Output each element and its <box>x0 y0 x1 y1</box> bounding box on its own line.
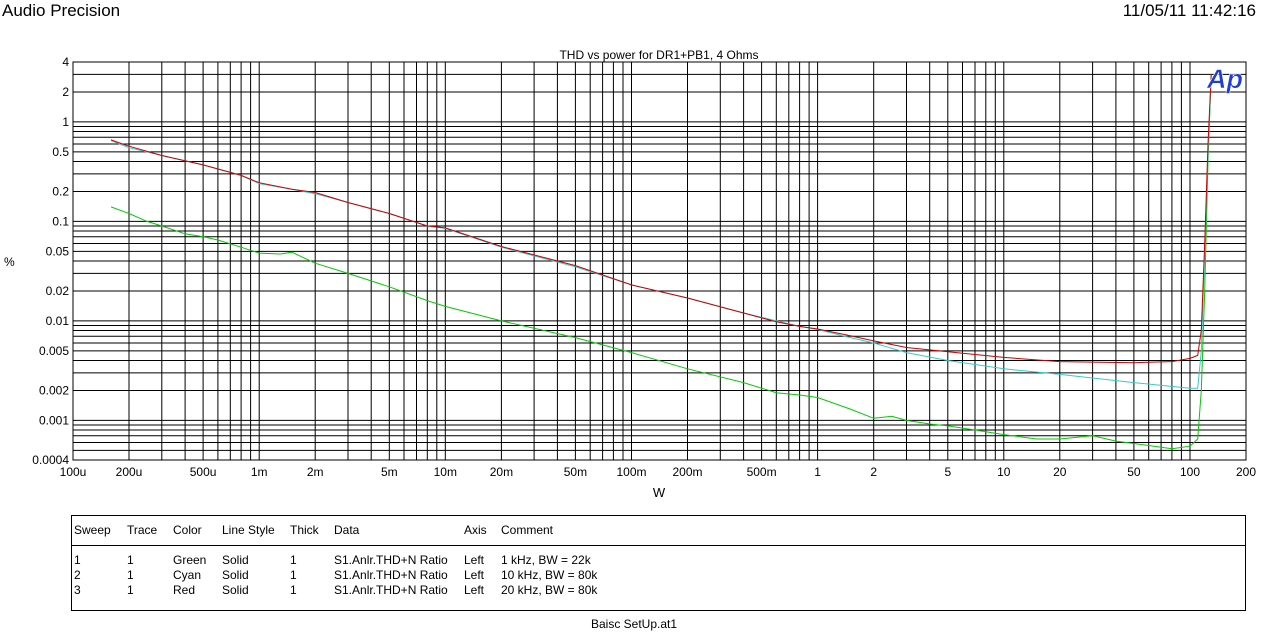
row-trace: 1 <box>127 583 134 597</box>
x-axis-label: W <box>653 485 666 500</box>
legend-row: 2 1 Cyan Solid 1 S1.Anlr.THD+N Ratio Lef… <box>72 568 1245 583</box>
series-line-3 <box>110 74 1212 364</box>
col-comment: Comment <box>501 523 554 537</box>
row-data: S1.Anlr.THD+N Ratio <box>334 583 448 597</box>
x-tick-label: 500u <box>190 465 217 479</box>
legend-row: 3 1 Red Solid 1 S1.Anlr.THD+N Ratio Left… <box>72 583 1245 598</box>
row-thick: 1 <box>290 583 297 597</box>
x-tick-label: 2m <box>307 465 324 479</box>
col-line-style: Line Style <box>222 523 275 537</box>
legend-divider <box>72 545 1245 546</box>
y-axis-ticks: 4 2 1 0.5 0.2 0.1 0.05 0.02 0.01 0.005 0.002 0.001 0… <box>32 55 69 467</box>
col-axis: Axis <box>464 523 487 537</box>
series <box>110 74 1212 450</box>
row-color: Cyan <box>173 568 202 582</box>
row-line-style: Solid <box>222 553 249 567</box>
col-thick: Thick <box>290 523 319 537</box>
x-tick-label: 1 <box>814 465 821 479</box>
x-tick-label: 200 <box>1236 465 1256 479</box>
row-thick: 1 <box>290 553 297 567</box>
row-comment: 10 kHz, BW = 80k <box>501 568 598 582</box>
x-tick-label: 2 <box>870 465 877 479</box>
row-line-style: Solid <box>222 583 249 597</box>
app-name: Audio Precision <box>2 1 121 20</box>
x-tick-label: 100u <box>60 465 87 479</box>
y-tick-label: 0.001 <box>39 413 69 427</box>
row-data: S1.Anlr.THD+N Ratio <box>334 553 448 567</box>
x-axis-ticks: 100u 200u 500u 1m 2m 5m 10m 20m 50m 100m 200m 500m 1… <box>60 465 1257 479</box>
x-tick-label: 5 <box>944 465 951 479</box>
legend-header-row: Sweep Trace Color Line Style Thick Data … <box>72 523 1245 538</box>
row-axis: Left <box>464 568 485 582</box>
legend-table: Sweep Trace Color Line Style Thick Data … <box>71 515 1246 611</box>
y-tick-label: 0.02 <box>46 284 70 298</box>
y-tick-label: 1 <box>62 115 69 129</box>
col-sweep: Sweep <box>74 523 111 537</box>
col-trace: Trace <box>127 523 158 537</box>
series-line-1 <box>110 74 1212 450</box>
x-tick-label: 50 <box>1127 465 1141 479</box>
y-tick-label: 0.2 <box>52 185 69 199</box>
x-tick-label: 1m <box>251 465 268 479</box>
y-tick-label: 0.01 <box>46 314 70 328</box>
row-comment: 1 kHz, BW = 22k <box>501 553 591 567</box>
row-axis: Left <box>464 553 485 567</box>
x-tick-label: 100m <box>616 465 646 479</box>
row-axis: Left <box>464 583 485 597</box>
y-tick-label: 0.002 <box>39 384 69 398</box>
x-tick-label: 100 <box>1180 465 1200 479</box>
row-comment: 20 kHz, BW = 80k <box>501 583 598 597</box>
x-tick-label: 20m <box>490 465 513 479</box>
chart-title: THD vs power for DR1+PB1, 4 Ohms <box>559 48 758 62</box>
thd-chart: THD vs power for DR1+PB1, 4 Ohms 100u 200… <box>4 48 1257 500</box>
ap-logo: Ap <box>1206 64 1243 94</box>
row-trace: 1 <box>127 553 134 567</box>
x-tick-label: 5m <box>381 465 398 479</box>
x-tick-label: 200u <box>116 465 143 479</box>
x-tick-label: 10 <box>997 465 1011 479</box>
y-tick-label: 2 <box>62 85 69 99</box>
row-line-style: Solid <box>222 568 249 582</box>
col-color: Color <box>173 523 202 537</box>
row-sweep: 3 <box>74 583 81 597</box>
y-tick-label: 0.05 <box>46 244 70 258</box>
x-tick-label: 20 <box>1053 465 1067 479</box>
row-sweep: 1 <box>74 553 81 567</box>
x-tick-label: 50m <box>564 465 587 479</box>
footer-filename: Baisc SetUp.at1 <box>590 617 678 631</box>
y-tick-label: 4 <box>62 55 69 69</box>
col-data: Data <box>334 523 360 537</box>
row-sweep: 2 <box>74 568 81 582</box>
x-tick-label: 10m <box>434 465 457 479</box>
y-tick-label: 0.1 <box>52 214 69 228</box>
row-thick: 1 <box>290 568 297 582</box>
row-data: S1.Anlr.THD+N Ratio <box>334 568 448 582</box>
row-color: Green <box>173 553 207 567</box>
legend-row: 1 1 Green Solid 1 S1.Anlr.THD+N Ratio Le… <box>72 553 1245 568</box>
row-trace: 1 <box>127 568 134 582</box>
y-axis-label: % <box>4 255 15 269</box>
x-tick-label: 200m <box>672 465 702 479</box>
y-tick-label: 0.0004 <box>32 453 69 467</box>
row-color: Red <box>173 583 196 597</box>
x-tick-label: 500m <box>747 465 777 479</box>
y-tick-label: 0.5 <box>52 145 69 159</box>
grid <box>73 62 1246 460</box>
plot-frame <box>72 61 1247 461</box>
series-line-2 <box>110 77 1212 389</box>
y-tick-label: 0.005 <box>39 344 69 358</box>
timestamp: 11/05/11 11:42:16 <box>1122 1 1256 20</box>
